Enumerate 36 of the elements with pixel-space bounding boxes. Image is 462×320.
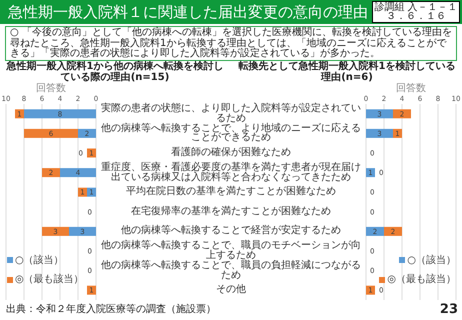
y-tick-label: 他の病棟等へ転換することで経営が安定するため <box>121 225 341 236</box>
source-note: 出典：令和２年度入院医療等の調査（施設票） <box>6 304 217 317</box>
y-tick-label: 平均在院日数の基準を満たすことが困難なため <box>126 186 336 198</box>
y-tick-label: 他の病棟等へ転換することで、職員のモチベーションが向上するため <box>100 240 362 261</box>
chart-title: 転換先として急性期一般入院料1を検討している理由(n=6) <box>238 61 456 83</box>
chart-title: 急性期一般入院料1から他の病棟へ転換を検討している際の理由(n=15) <box>5 61 224 83</box>
bar <box>366 226 384 236</box>
bar <box>69 226 96 236</box>
x-axis-title: 回答数 <box>35 83 67 95</box>
bar <box>42 168 60 178</box>
bar <box>366 109 393 118</box>
y-tick-label: 実際の患者の状態に、より即した入院料等が設定されているため <box>100 103 362 124</box>
text: 診調組 入－１－１ <box>372 1 460 13</box>
y-tick-label: その他 <box>216 284 246 296</box>
bar <box>366 128 393 138</box>
x-axis-title: 回答数 <box>395 83 427 95</box>
y-tick-label: 看護師の確保が困難なため <box>171 147 291 158</box>
legend-label: ○（該当） <box>15 254 64 266</box>
legend-label: ○（該当） <box>407 254 456 266</box>
bar <box>384 226 402 236</box>
y-tick-label: 在宅復帰率の基準を満たすことが困難なため <box>131 206 331 217</box>
y-tick-label: 他の病棟等へ転換することで、職員の負担軽減につながるため <box>100 260 362 281</box>
text: 急性期一般入院料１に関連した届出変更の意向の理由 <box>8 3 368 22</box>
bar <box>24 128 78 138</box>
bar <box>78 128 96 138</box>
legend-label: ◎（最も該当） <box>15 274 84 286</box>
y-tick-label: 他の病棟等へ転換することで、より地域のニーズに応えることができるため <box>100 122 362 144</box>
bar <box>60 168 96 178</box>
bar <box>393 109 411 118</box>
text: ３．６．１６ <box>372 11 460 23</box>
y-tick-label: 重症度、医療・看護必要度の基準を満たす患者が現在届け出ている病棟又は入院料等と合わなくなってきたため <box>100 162 362 183</box>
legend-label: ◎（最も該当） <box>387 274 456 286</box>
bar <box>24 109 96 118</box>
text: ○ 「今後の意向」として「他の病棟への転棟」を選択した医療機関に、転換を検討している理由を尋ねたところ、急性期一般入院料1から転換する理由としては、「地域のニーズに応えることができる」「実際の患者の状態により即した入院料等が設定されている」が多かった。 <box>5 26 457 61</box>
text: 23 <box>438 302 458 318</box>
bar <box>42 226 69 236</box>
